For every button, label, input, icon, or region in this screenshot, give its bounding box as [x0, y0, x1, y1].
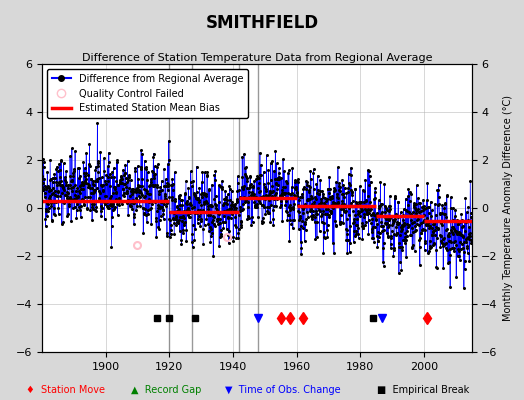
Title: Difference of Station Temperature Data from Regional Average: Difference of Station Temperature Data f…: [82, 53, 432, 63]
Text: ♦  Station Move: ♦ Station Move: [26, 385, 105, 395]
Legend: Difference from Regional Average, Quality Control Failed, Estimated Station Mean: Difference from Regional Average, Qualit…: [47, 69, 248, 118]
Y-axis label: Monthly Temperature Anomaly Difference (°C): Monthly Temperature Anomaly Difference (…: [504, 95, 514, 321]
Text: SMITHFIELD: SMITHFIELD: [205, 14, 319, 32]
Text: ■  Empirical Break: ■ Empirical Break: [377, 385, 470, 395]
Text: ▲  Record Gap: ▲ Record Gap: [131, 385, 201, 395]
Text: ▼  Time of Obs. Change: ▼ Time of Obs. Change: [225, 385, 341, 395]
